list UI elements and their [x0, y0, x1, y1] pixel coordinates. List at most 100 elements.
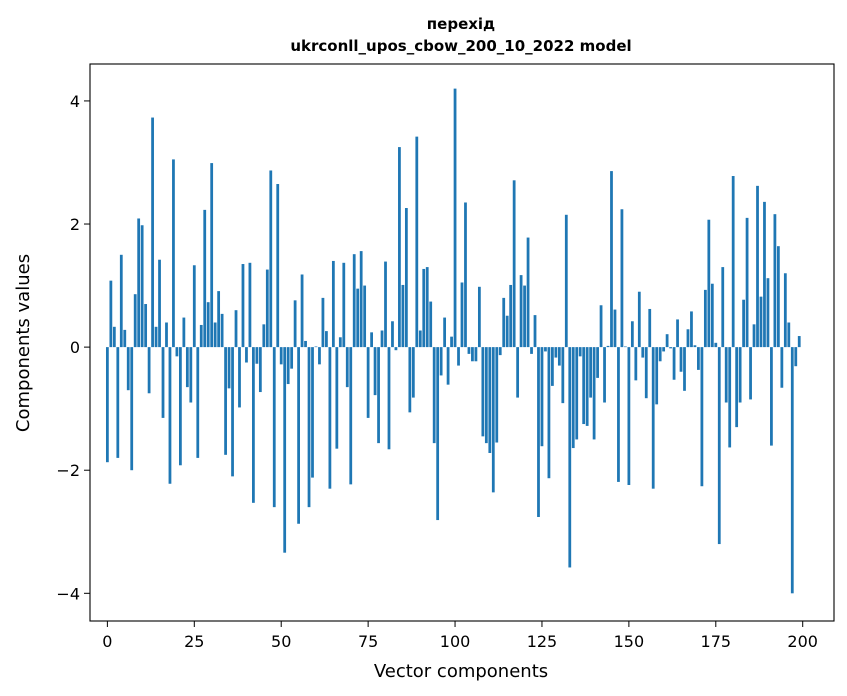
bar: [147, 347, 151, 394]
bar: [592, 347, 596, 440]
bar: [133, 294, 137, 348]
bar: [140, 225, 144, 348]
bar: [311, 347, 314, 478]
bar: [797, 336, 801, 348]
bar: [192, 265, 196, 348]
bar: [199, 324, 203, 348]
bar: [314, 346, 318, 348]
bar: [123, 329, 127, 348]
bar: [356, 288, 360, 348]
bar: [366, 347, 370, 418]
bar: [641, 347, 645, 358]
bar: [717, 347, 721, 545]
bar: [533, 315, 537, 348]
bar: [526, 237, 530, 348]
bar: [325, 331, 328, 348]
bar: [502, 297, 506, 348]
bar: [126, 347, 130, 391]
bar: [613, 309, 617, 348]
bar: [544, 347, 547, 352]
bar: [731, 176, 735, 348]
bar: [481, 347, 485, 437]
x-tick-label: 150: [614, 632, 645, 651]
chart-title: перехід: [427, 15, 495, 33]
y-tick-label: 4: [70, 92, 80, 111]
bar: [245, 347, 248, 363]
bar: [116, 347, 120, 458]
bar: [384, 261, 387, 348]
bar: [248, 262, 252, 348]
bar: [206, 302, 210, 348]
bar: [241, 264, 245, 348]
bar: [738, 347, 742, 403]
bar: [648, 308, 652, 348]
bar: [373, 347, 377, 396]
bar: [363, 285, 367, 348]
bar: [599, 305, 603, 348]
bar: [770, 347, 773, 446]
bar: [603, 347, 606, 403]
bar: [665, 334, 669, 348]
bar: [700, 347, 704, 487]
bar: [293, 300, 297, 348]
bar: [693, 345, 697, 348]
bar: [519, 275, 523, 348]
bar: [331, 260, 335, 348]
bar: [286, 347, 290, 385]
y-tick-label: 2: [70, 215, 80, 234]
bar: [290, 347, 294, 369]
bar: [398, 147, 401, 348]
bar: [467, 347, 471, 354]
bar: [328, 347, 332, 489]
bar: [432, 347, 436, 444]
bar: [144, 304, 148, 348]
bar: [756, 185, 759, 348]
x-tick-label: 100: [440, 632, 471, 651]
bar: [304, 340, 307, 348]
bar: [425, 267, 429, 348]
bar: [749, 347, 752, 400]
bar: [568, 347, 572, 568]
bar: [707, 219, 711, 348]
bar: [491, 347, 495, 493]
bar: [557, 347, 561, 366]
bar: [276, 184, 280, 348]
bar: [547, 347, 551, 479]
bar: [307, 347, 311, 508]
bar: [512, 180, 516, 348]
bar: [651, 347, 655, 489]
bar: [697, 347, 700, 370]
bar: [137, 218, 141, 348]
bar: [721, 267, 725, 348]
x-tick-label: 175: [701, 632, 732, 651]
bar: [644, 347, 648, 399]
bar: [776, 246, 780, 348]
bar: [516, 347, 520, 398]
bar: [227, 347, 231, 389]
bar: [443, 317, 447, 348]
bar: [523, 285, 526, 348]
bar: [359, 251, 363, 348]
bar: [203, 209, 207, 348]
bar: [418, 330, 422, 348]
x-tick-label: 0: [102, 632, 112, 651]
bar: [464, 202, 467, 348]
bar: [752, 324, 756, 348]
bar: [105, 347, 109, 463]
bar: [509, 284, 513, 348]
bar: [710, 283, 714, 348]
bar: [335, 347, 339, 449]
bar: [794, 347, 798, 367]
bar: [380, 330, 384, 348]
bar: [735, 347, 739, 428]
bar: [450, 336, 453, 348]
chart-subtitle: ukrconll_upos_cbow_200_10_2022 model: [290, 37, 631, 55]
bar: [391, 321, 394, 348]
bar: [679, 347, 683, 372]
bar: [165, 322, 168, 348]
bar: [530, 347, 533, 354]
bar: [724, 347, 728, 403]
bar: [561, 347, 565, 404]
bar: [297, 347, 300, 524]
bar: [349, 347, 353, 485]
